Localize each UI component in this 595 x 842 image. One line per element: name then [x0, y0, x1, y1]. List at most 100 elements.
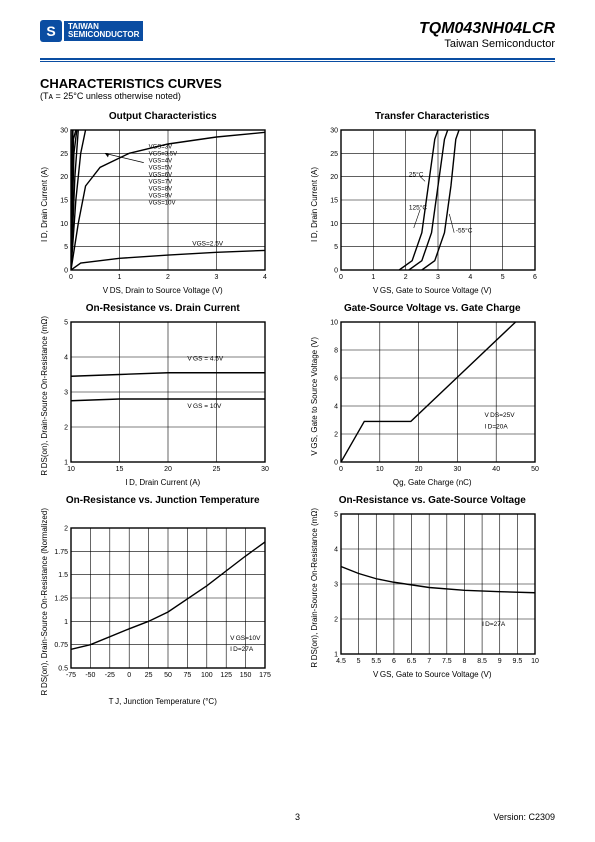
svg-text:0.5: 0.5 [58, 665, 68, 672]
svg-text:5: 5 [334, 244, 338, 251]
svg-text:20: 20 [414, 466, 422, 473]
y-axis-label: V GS, Gate to Source Voltage (V) [310, 337, 319, 456]
svg-text:5.5: 5.5 [371, 658, 381, 665]
svg-text:50: 50 [531, 466, 539, 473]
svg-text:4: 4 [334, 547, 338, 554]
logo-badge: S [40, 20, 62, 42]
svg-text:5: 5 [500, 274, 504, 281]
svg-text:VGS=3V: VGS=3V [149, 145, 173, 151]
svg-text:0: 0 [69, 274, 73, 281]
svg-text:2: 2 [403, 274, 407, 281]
svg-text:25: 25 [145, 672, 153, 679]
svg-text:25: 25 [330, 151, 338, 158]
svg-text:9: 9 [497, 658, 501, 665]
header-rule-thin [40, 61, 555, 62]
svg-text:30: 30 [261, 466, 269, 473]
svg-text:1: 1 [64, 460, 68, 467]
svg-text:40: 40 [492, 466, 500, 473]
svg-text:0: 0 [339, 274, 343, 281]
svg-text:1.75: 1.75 [54, 549, 68, 556]
svg-text:2: 2 [64, 425, 68, 432]
svg-text:10: 10 [330, 320, 338, 327]
svg-text:8.5: 8.5 [477, 658, 487, 665]
svg-text:25°C: 25°C [408, 171, 423, 179]
svg-text:6: 6 [391, 658, 395, 665]
part-number: TQM043NH04LCR [419, 20, 555, 38]
section-title: CHARACTERISTICS CURVES [40, 76, 555, 91]
svg-text:VGS=3.5V: VGS=3.5V [149, 152, 178, 158]
chart-svg: 01234051015202530VGS=3VVGS=3.5VVGS=4VVGS… [51, 124, 271, 284]
x-axis-label: Qg, Gate Charge (nC) [310, 478, 556, 487]
svg-text:20: 20 [330, 174, 338, 181]
svg-text:10: 10 [330, 221, 338, 228]
svg-text:I D=27A: I D=27A [230, 646, 254, 653]
svg-text:25: 25 [213, 466, 221, 473]
svg-text:6: 6 [334, 376, 338, 383]
svg-text:75: 75 [184, 672, 192, 679]
svg-text:VGS=7V: VGS=7V [149, 180, 173, 186]
x-axis-label: V GS, Gate to Source Voltage (V) [310, 670, 556, 679]
svg-text:V GS = 10V: V GS = 10V [187, 403, 222, 410]
logo-text: TAIWAN SEMICONDUCTOR [64, 21, 143, 41]
svg-text:30: 30 [453, 466, 461, 473]
svg-text:15: 15 [330, 198, 338, 205]
logo-line2: SEMICONDUCTOR [68, 31, 139, 39]
x-axis-label: T J, Junction Temperature (°C) [40, 697, 286, 706]
svg-text:5: 5 [64, 244, 68, 251]
y-axis-label: I D, Drain Current (A) [40, 167, 49, 242]
chart-svg: 012345605101520253025°C125°C-55°C [321, 124, 541, 284]
svg-text:2: 2 [64, 525, 68, 532]
y-axis-label: R DS(on), Drain-Source On-Resistance (mΩ… [40, 316, 49, 476]
chart-title: Gate-Source Voltage vs. Gate Charge [310, 303, 556, 314]
company-name: Taiwan Semiconductor [419, 38, 555, 50]
svg-text:VGS=8V: VGS=8V [149, 187, 173, 193]
svg-text:10: 10 [67, 466, 75, 473]
svg-text:50: 50 [164, 672, 172, 679]
svg-text:10: 10 [60, 221, 68, 228]
svg-text:6: 6 [533, 274, 537, 281]
svg-text:30: 30 [330, 128, 338, 135]
x-axis-label: I D, Drain Current (A) [40, 478, 286, 487]
svg-text:6.5: 6.5 [406, 658, 416, 665]
svg-text:2: 2 [166, 274, 170, 281]
svg-text:20: 20 [164, 466, 172, 473]
svg-text:I D=27A: I D=27A [482, 621, 506, 628]
svg-text:175: 175 [259, 672, 271, 679]
svg-text:-75: -75 [66, 672, 76, 679]
svg-text:15: 15 [116, 466, 124, 473]
svg-text:-50: -50 [85, 672, 95, 679]
svg-text:125°C: 125°C [408, 203, 426, 211]
chart-ron-vs-vgs: On-Resistance vs. Gate-Source Voltage R … [310, 495, 556, 706]
svg-text:-25: -25 [105, 672, 115, 679]
svg-text:4.5: 4.5 [336, 658, 346, 665]
svg-text:3: 3 [334, 582, 338, 589]
chart-output-characteristics: Output Characteristics I D, Drain Curren… [40, 111, 286, 295]
chart-ron-vs-tj: On-Resistance vs. Junction Temperature R… [40, 495, 286, 706]
chart-svg: 101520253012345V GS = 4.5VV GS = 10V [51, 316, 271, 476]
svg-text:VGS=9V: VGS=9V [149, 194, 173, 200]
svg-text:30: 30 [60, 128, 68, 135]
y-axis-label: R DS(on), Drain-Source On-Resistance (No… [40, 508, 49, 695]
svg-text:15: 15 [60, 198, 68, 205]
svg-text:3: 3 [64, 390, 68, 397]
svg-text:5: 5 [64, 320, 68, 327]
svg-text:3: 3 [215, 274, 219, 281]
chart-title: Transfer Characteristics [310, 111, 556, 122]
chart-title: On-Resistance vs. Junction Temperature [40, 495, 286, 506]
svg-text:7: 7 [427, 658, 431, 665]
svg-text:0: 0 [339, 466, 343, 473]
svg-text:10: 10 [531, 658, 539, 665]
x-axis-label: V GS, Gate to Source Voltage (V) [310, 286, 556, 295]
svg-text:100: 100 [201, 672, 213, 679]
charts-grid: Output Characteristics I D, Drain Curren… [0, 105, 595, 706]
svg-text:VGS=2.5V: VGS=2.5V [192, 240, 224, 247]
svg-text:VGS=10V: VGS=10V [149, 201, 176, 207]
svg-text:4: 4 [263, 274, 267, 281]
company-logo: S TAIWAN SEMICONDUCTOR [40, 20, 143, 42]
svg-text:7.5: 7.5 [441, 658, 451, 665]
svg-text:0: 0 [127, 672, 131, 679]
svg-text:VGS=4V: VGS=4V [149, 159, 173, 165]
svg-text:9.5: 9.5 [512, 658, 522, 665]
svg-text:5: 5 [334, 512, 338, 519]
svg-text:VGS=6V: VGS=6V [149, 173, 173, 179]
